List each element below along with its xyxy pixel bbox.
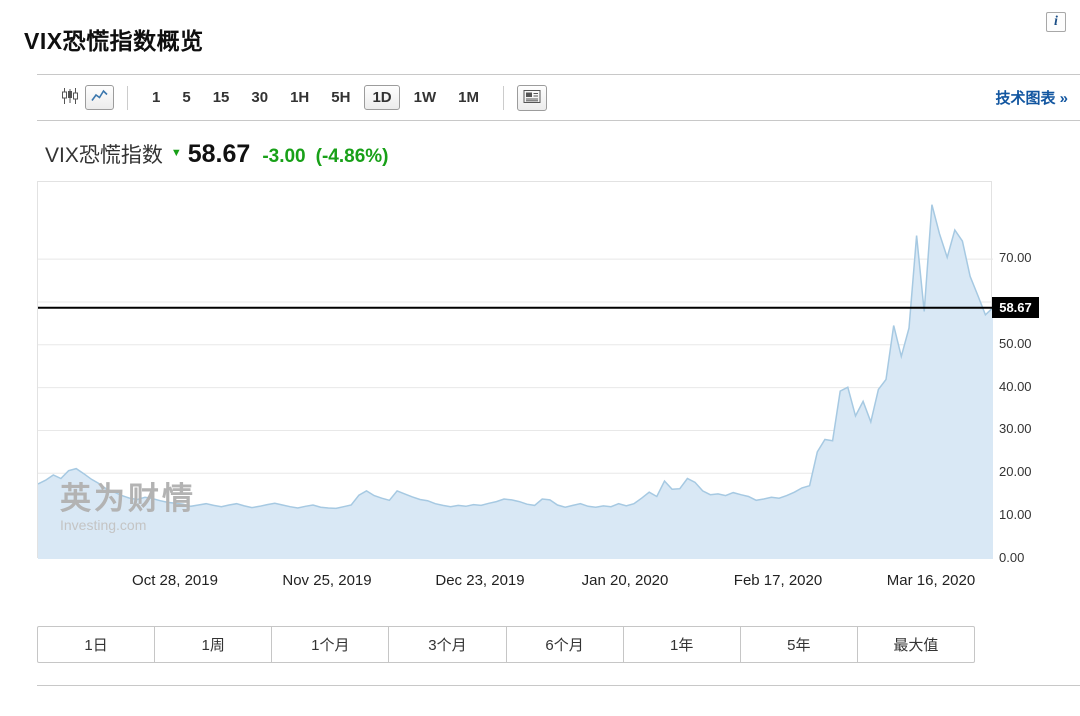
current-price-badge: 58.67	[992, 296, 1039, 318]
technical-chart-link[interactable]: 技术图表 »	[995, 90, 1068, 107]
last-price: 58.67	[187, 140, 251, 168]
x-tick-label: Oct 28, 2019	[132, 572, 218, 589]
interval-30[interactable]: 30	[243, 85, 276, 110]
x-axis: Oct 28, 2019 Nov 25, 2019 Dec 23, 2019 Jan …	[37, 562, 992, 596]
y-tick-label: 20.00	[999, 464, 1032, 480]
range-1day-button[interactable]: 1日	[37, 626, 156, 663]
x-tick-label: Nov 25, 2019	[282, 572, 372, 589]
y-tick-label: 0.00	[999, 550, 1025, 565]
news-panel-button[interactable]	[516, 84, 547, 111]
watermark: 英为财情 Investing.com	[60, 480, 196, 533]
chart-toolbar: 1 5 15 30 1H 5H 1D 1W 1M 技术图表 »	[37, 75, 1080, 121]
toolbar-separator	[502, 85, 504, 110]
range-3month-button[interactable]: 3个月	[389, 626, 507, 663]
line-chart-icon	[91, 89, 108, 106]
interval-1m[interactable]: 1M	[450, 85, 487, 110]
interval-5h[interactable]: 5H	[323, 85, 358, 110]
news-panel-icon	[523, 89, 541, 107]
line-chart-button[interactable]	[85, 85, 114, 110]
info-icon[interactable]: i	[1046, 12, 1066, 32]
interval-5[interactable]: 5	[174, 85, 198, 110]
x-tick-label: Feb 17, 2020	[733, 572, 823, 589]
interval-1[interactable]: 1	[144, 85, 168, 110]
interval-1h[interactable]: 1H	[282, 85, 317, 110]
instrument-name: VIX恐慌指数	[45, 144, 163, 167]
range-5year-button[interactable]: 5年	[740, 626, 858, 663]
chart-area: 英为财情 Investing.com 58.67 70.00 50.00 40.00…	[37, 181, 1080, 565]
interval-1w[interactable]: 1W	[406, 85, 445, 110]
range-1month-button[interactable]: 1个月	[272, 626, 390, 663]
y-tick-label: 40.00	[999, 378, 1032, 394]
price-chart-plot[interactable]: 英为财情 Investing.com	[37, 181, 993, 559]
candlestick-icon	[61, 87, 79, 108]
quote-row: VIX恐慌指数 ▼ 58.67 -3.00 (-4.86%)	[45, 139, 1080, 169]
range-6month-button[interactable]: 6个月	[506, 626, 624, 663]
interval-1d[interactable]: 1D	[364, 85, 400, 110]
price-line-series	[38, 204, 993, 510]
candlestick-chart-button[interactable]	[55, 83, 85, 112]
x-tick-label: Dec 23, 2019	[435, 572, 525, 589]
range-selector: 1日 1周 1个月 3个月 6个月 1年 5年 最大值	[37, 626, 975, 663]
price-down-arrow-icon: ▼	[170, 147, 182, 159]
range-1year-button[interactable]: 1年	[623, 626, 741, 663]
y-tick-label: 10.00	[999, 507, 1032, 523]
chart-panel: 1 5 15 30 1H 5H 1D 1W 1M 技术图表 » VIX恐慌指数	[37, 74, 1080, 686]
y-tick-label: 50.00	[999, 335, 1032, 351]
price-chart-svg	[38, 204, 993, 559]
price-change-percent: (-4.86%)	[315, 146, 389, 167]
watermark-en: Investing.com	[60, 516, 147, 533]
x-tick-label: Mar 16, 2020	[886, 572, 976, 589]
y-tick-label: 70.00	[999, 250, 1032, 266]
y-axis: 58.67 70.00 50.00 40.00 30.00 20.00 10.00 0.00	[992, 181, 1045, 565]
watermark-cn: 英为财情	[60, 480, 196, 516]
toolbar-separator	[127, 85, 128, 110]
page-title: VIX恐慌指数概览	[24, 28, 204, 54]
page-header: VIX恐慌指数概览 i	[0, 0, 1080, 74]
interval-15[interactable]: 15	[205, 85, 238, 110]
y-tick-label: 30.00	[999, 421, 1032, 437]
range-1week-button[interactable]: 1周	[155, 626, 273, 663]
area-fill	[38, 204, 993, 559]
price-change: -3.00	[262, 146, 306, 167]
range-max-button[interactable]: 最大值	[857, 626, 975, 663]
x-tick-label: Jan 20, 2020	[581, 572, 669, 589]
